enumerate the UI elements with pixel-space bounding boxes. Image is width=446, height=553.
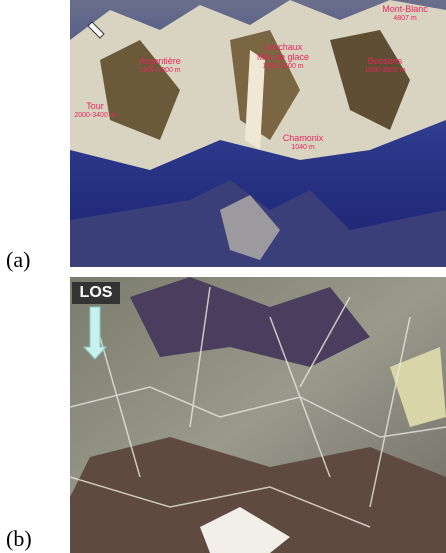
place-elevation: 1050-3500 m (364, 67, 406, 74)
los-label: LOS (72, 282, 120, 304)
place-elevation: 1500-3600 m (262, 63, 304, 70)
place-name: Bossons (367, 56, 403, 66)
panel-a-image (70, 0, 446, 267)
place-annotation: Bossons 1050-3500 m (364, 56, 405, 76)
place-name: Mer de glace (256, 52, 310, 62)
place-annotation: Mont-Blanc 4807 m (382, 4, 428, 24)
place-elevation: 1500-3300 m (139, 67, 181, 74)
panel-label: (a) (6, 247, 31, 272)
place-annotation: Chamonix 1040 m (283, 133, 324, 153)
place-name: Tour (86, 101, 104, 111)
place-name: Mont-Blanc (382, 4, 428, 14)
panel-b-image (70, 277, 446, 553)
place-elevation: 4807 m (393, 15, 417, 22)
panel-label: (b) (6, 526, 32, 551)
place-name: Leschaux (263, 42, 303, 52)
place-name: Chamonix (282, 133, 324, 143)
place-annotation: Argentière 1500-3300 m (139, 56, 181, 76)
place-elevation: 1040 m (291, 144, 315, 151)
place-annotation: Leschaux Mer de glace 1500-3600 m (257, 42, 309, 72)
place-name: Argentière (139, 56, 181, 66)
place-elevation: 2000-3400 m (74, 112, 116, 119)
place-annotation: Tour 2000-3400 m (74, 101, 115, 121)
